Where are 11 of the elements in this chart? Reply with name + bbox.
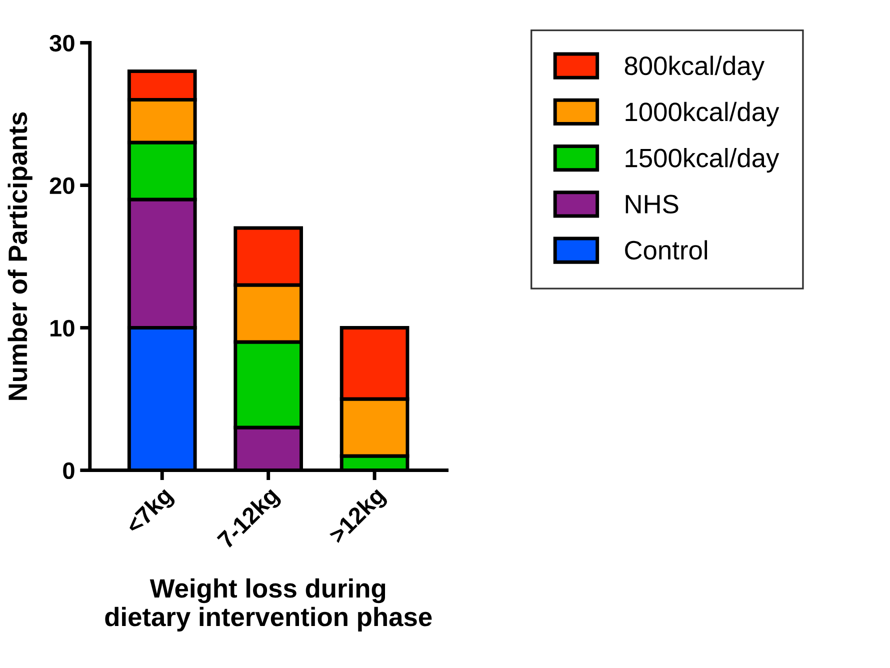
legend-label: 1000kcal/day	[626, 102, 780, 126]
x-axis-title: Weight loss during dietary intervention phase	[105, 578, 432, 632]
y-tick-label: 20	[50, 177, 74, 194]
legend-label: 1500kcal/day	[626, 148, 780, 173]
y-axis-title: Number of Participants	[8, 112, 32, 400]
legend-label: NHS	[626, 194, 678, 214]
y-tick-label: 30	[50, 34, 74, 52]
y-tick-label: 0	[63, 462, 74, 480]
legend-label: Control	[625, 240, 708, 260]
legend-label: 800kcal/day	[624, 56, 764, 80]
y-tick-label: 10	[50, 320, 74, 337]
